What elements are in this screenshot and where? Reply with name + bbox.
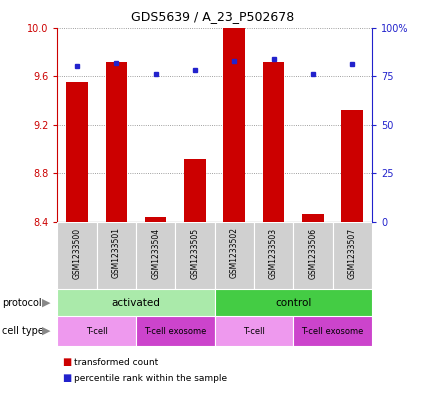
Text: transformed count: transformed count [74,358,159,367]
Text: GSM1233501: GSM1233501 [112,228,121,278]
Bar [215,222,254,289]
Text: protocol: protocol [2,298,42,308]
Bar [263,62,284,222]
Text: GSM1233503: GSM1233503 [269,228,278,279]
Text: ■: ■ [62,373,71,383]
Bar [184,159,206,222]
Text: T-cell: T-cell [243,327,265,336]
Text: GSM1233500: GSM1233500 [73,228,82,279]
Text: ▶: ▶ [42,298,50,308]
Bar [136,316,215,346]
Text: ■: ■ [62,357,71,367]
Text: T-cell exosome: T-cell exosome [144,327,207,336]
Bar [57,289,215,316]
Text: GSM1233507: GSM1233507 [348,228,357,279]
Text: activated: activated [111,298,160,308]
Text: cell type: cell type [2,326,44,336]
Bar [215,316,293,346]
Bar [145,217,167,222]
Bar [57,222,96,289]
Bar [302,213,324,222]
Bar [136,222,175,289]
Bar [96,222,136,289]
Bar [224,28,245,222]
Bar [341,110,363,222]
Bar [175,222,215,289]
Bar [215,289,372,316]
Bar [293,222,332,289]
Text: ▶: ▶ [42,326,50,336]
Text: GSM1233505: GSM1233505 [190,228,199,279]
Bar [105,62,127,222]
Bar [57,316,136,346]
Text: T-cell: T-cell [86,327,108,336]
Text: percentile rank within the sample: percentile rank within the sample [74,374,227,382]
Bar [66,82,88,222]
Bar [254,222,293,289]
Text: GSM1233502: GSM1233502 [230,228,239,278]
Text: T-cell exosome: T-cell exosome [301,327,364,336]
Text: GDS5639 / A_23_P502678: GDS5639 / A_23_P502678 [131,10,294,23]
Bar [293,316,372,346]
Text: GSM1233506: GSM1233506 [309,228,317,279]
Text: GSM1233504: GSM1233504 [151,228,160,279]
Bar [332,222,372,289]
Text: control: control [275,298,312,308]
